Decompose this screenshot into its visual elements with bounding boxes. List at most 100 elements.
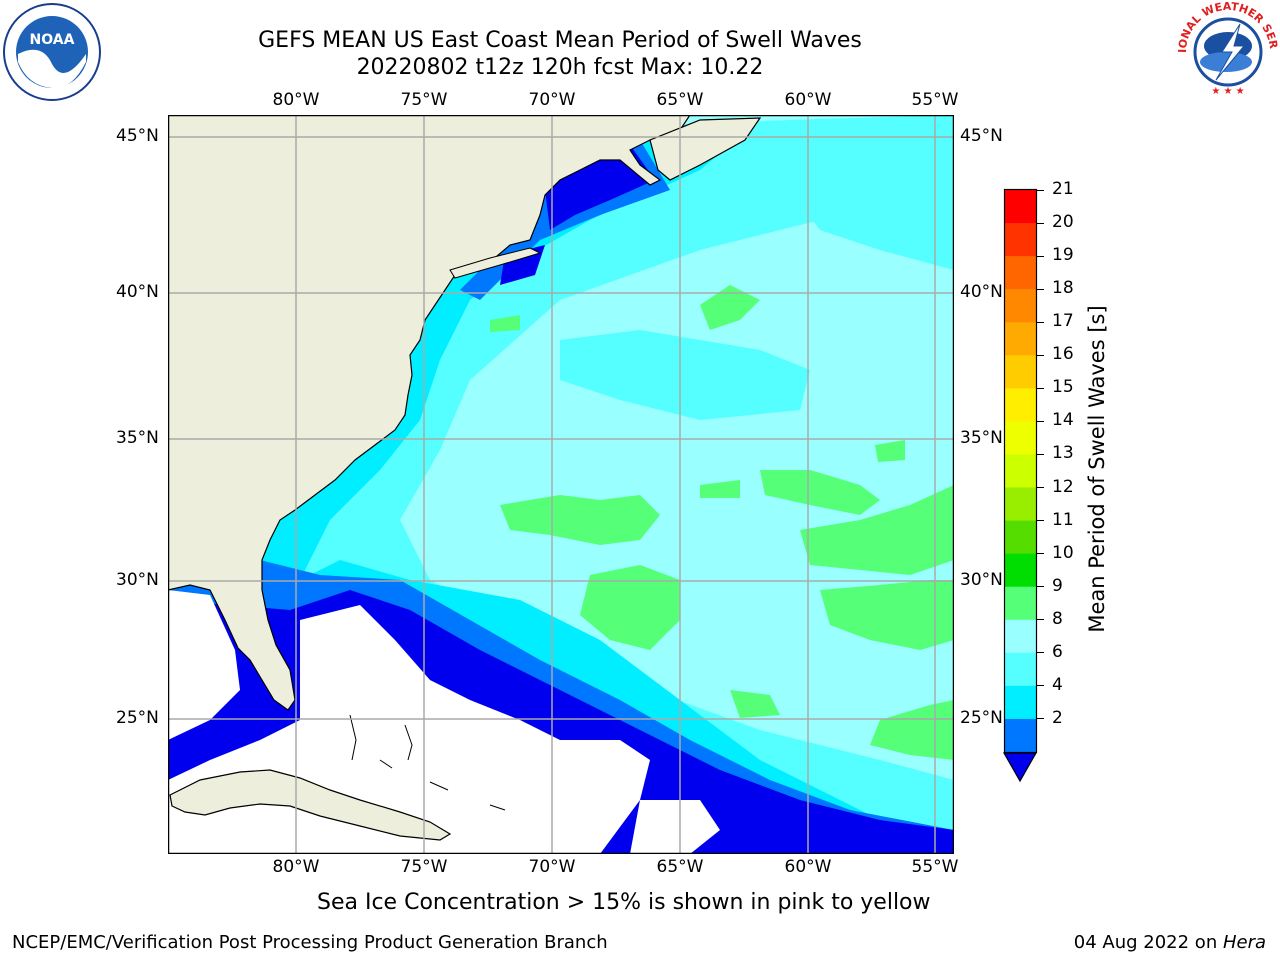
colorbar-cell	[1005, 652, 1036, 687]
swell-period-map	[168, 115, 954, 854]
lon-label-top: 60°W	[784, 90, 832, 110]
colorbar-tick-label: 18	[1052, 278, 1074, 299]
colorbar-cell	[1005, 520, 1036, 555]
colorbar-tick-label: 17	[1052, 311, 1074, 332]
lat-label-right: 25°N	[960, 708, 1003, 728]
colorbar-tick-mark	[1036, 222, 1044, 224]
swell-9-10s-patch	[700, 480, 740, 498]
land-cuba	[169, 769, 452, 841]
lon-label-top: 65°W	[656, 90, 704, 110]
swell-9-10s-patch	[875, 440, 905, 462]
colorbar-cell	[1005, 190, 1036, 224]
lon-label-bottom: 60°W	[784, 857, 832, 877]
colorbar-tick-label: 12	[1052, 476, 1074, 497]
land-bahamas	[379, 759, 393, 769]
chart-title: GEFS MEAN US East Coast Mean Period of S…	[258, 28, 862, 53]
map-graticule	[168, 115, 954, 854]
land-bahamas	[429, 781, 449, 791]
lon-label-bottom: 70°W	[528, 857, 576, 877]
colorbar-tick-label: 10	[1052, 542, 1074, 563]
colorbar-tick-label: 15	[1052, 377, 1074, 398]
colorbar-label: Mean Period of Swell Waves [s]	[1085, 305, 1109, 633]
swell-9-10s-patch	[730, 690, 780, 718]
lon-label-bottom: 75°W	[400, 857, 448, 877]
lon-label-top: 55°W	[911, 90, 959, 110]
ocean-6-8s-patch	[560, 330, 810, 420]
land-long-island	[449, 247, 542, 279]
footer-date-text: 04 Aug 2022 on	[1073, 932, 1223, 953]
colorbar-tick-mark	[1036, 685, 1044, 687]
land-north-america	[168, 115, 691, 711]
no-data-area	[168, 590, 240, 740]
lat-label-left: 40°N	[116, 282, 159, 302]
colorbar-tick-label: 20	[1052, 212, 1074, 233]
svg-text:★ ★ ★: ★ ★ ★	[1211, 86, 1244, 97]
nws-logo: NATIONAL WEATHER SERVICE ★ ★ ★	[1178, 2, 1278, 100]
colorbar-tick-mark	[1036, 619, 1044, 621]
map-frame	[168, 115, 954, 854]
colorbar-tick-label: 21	[1052, 179, 1074, 199]
colorbar-tick-label: 11	[1052, 509, 1074, 530]
colorbar-cell	[1005, 289, 1036, 323]
swell-9-10s-patch	[820, 580, 954, 650]
colorbar-cell	[1005, 553, 1036, 588]
colorbar-tick-mark	[1036, 520, 1044, 522]
noaa-logo-text: NOAA	[30, 32, 75, 48]
colorbar-tick-mark	[1036, 652, 1044, 654]
ocean-6-8s-patch	[790, 115, 954, 270]
sea-ice-note: Sea Ice Concentration > 15% is shown in …	[317, 890, 931, 915]
lat-label-right: 45°N	[960, 126, 1003, 146]
lat-label-right: 40°N	[960, 282, 1003, 302]
swell-9-10s-patch	[800, 485, 954, 575]
colorbar-tick-mark	[1036, 288, 1044, 290]
colorbar-tick-mark	[1036, 387, 1044, 389]
swell-9-10s-patch	[700, 285, 760, 330]
lat-label-left: 45°N	[116, 126, 159, 146]
footer-date: 04 Aug 2022 on Hera	[1074, 932, 1266, 953]
land-bahamas	[404, 724, 413, 761]
colorbar-cell	[1005, 421, 1036, 455]
colorbar-cell	[1005, 586, 1036, 621]
no-data-area	[630, 800, 720, 854]
colorbar-cell	[1005, 619, 1036, 654]
lon-label-top: 75°W	[400, 90, 448, 110]
colorbar-cell	[1005, 256, 1036, 290]
colorbar-tick-mark	[1036, 255, 1044, 257]
lat-label-left: 30°N	[116, 570, 159, 590]
colorbar-cell	[1005, 454, 1036, 489]
lat-label-left: 35°N	[116, 428, 159, 448]
land-bahamas	[489, 804, 506, 811]
colorbar-cell	[1005, 223, 1036, 257]
colorbar-frame	[1003, 188, 1038, 754]
footer-host: Hera	[1222, 932, 1266, 953]
swell-9-10s-patch	[760, 470, 880, 515]
colorbar-tick-mark	[1036, 718, 1044, 720]
colorbar-tick-mark	[1036, 586, 1044, 588]
lat-label-right: 30°N	[960, 570, 1003, 590]
footer-credit: NCEP/EMC/Verification Post Processing Pr…	[12, 932, 608, 953]
colorbar-cell	[1005, 388, 1036, 422]
colorbar-cell	[1005, 718, 1036, 753]
lon-label-bottom: 80°W	[272, 857, 320, 877]
colorbar-tick-mark	[1036, 553, 1044, 555]
swell-9-10s-patch	[500, 495, 660, 545]
colorbar-tick-label: 16	[1052, 344, 1074, 365]
colorbar-tick-label: 4	[1052, 674, 1063, 695]
colorbar-tick-label: 9	[1052, 575, 1063, 596]
colorbar-tick-mark	[1036, 321, 1044, 323]
lon-label-top: 70°W	[528, 90, 576, 110]
chart-subtitle: 20220802 t12z 120h fcst Max: 10.22	[356, 55, 764, 80]
colorbar-cell	[1005, 355, 1036, 389]
lat-label-right: 35°N	[960, 428, 1003, 448]
colorbar-tick-label: 2	[1052, 707, 1063, 728]
swell-9-10s-patch	[870, 700, 954, 760]
colorbar-tick-mark	[1036, 487, 1044, 489]
colorbar-tick-mark	[1036, 453, 1044, 455]
colorbar-tick-mark	[1036, 189, 1044, 191]
colorbar-tick-label: 14	[1052, 410, 1074, 431]
colorbar-tick-mark	[1036, 420, 1044, 422]
colorbar-cell	[1005, 322, 1036, 356]
colorbar-tick-label: 8	[1052, 608, 1063, 629]
lon-label-bottom: 65°W	[656, 857, 704, 877]
colorbar-tick-mark	[1036, 354, 1044, 356]
